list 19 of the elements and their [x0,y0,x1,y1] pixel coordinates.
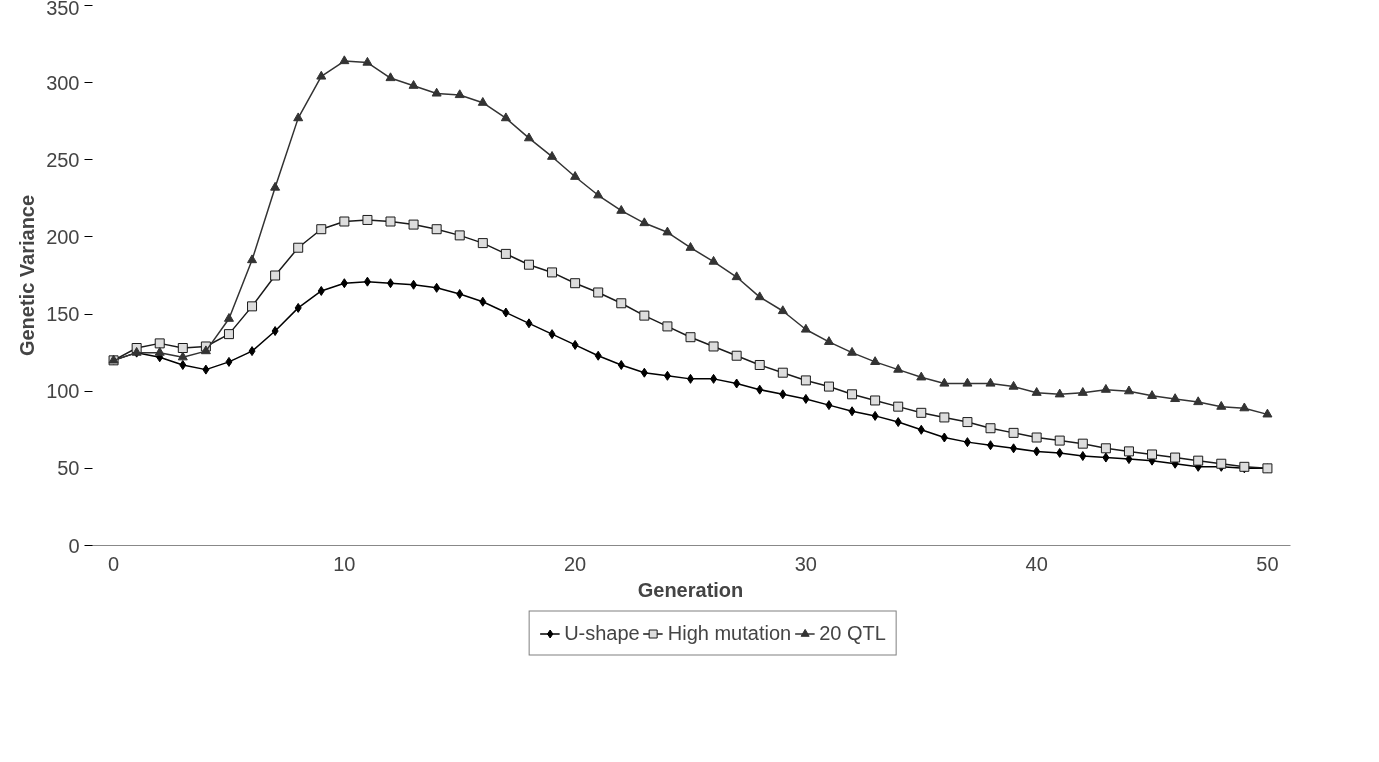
y-tick-label: 0 [68,534,80,557]
x-tick-label: 0 [108,552,120,575]
x-tick-label: 30 [794,552,818,575]
y-tick-label: 300 [46,71,80,94]
legend-label: High mutation [667,621,792,645]
y-tick-label: 50 [57,457,80,480]
x-tick-label: 20 [563,552,587,575]
y-tick-label: 250 [46,148,80,171]
y-tick-label: 150 [46,303,80,326]
x-tick-label: 50 [1256,552,1279,575]
y-tick-label: 350 [46,0,80,19]
x-tick-label: 40 [1025,552,1048,575]
x-tick-label: 10 [333,552,356,575]
y-axis-title: Genetic Variance [16,194,39,357]
legend-label: U-shape [564,621,640,645]
x-axis-title: Generation [637,578,744,601]
y-tick-label: 200 [46,225,80,248]
legend-label: 20 QTL [819,621,886,645]
y-tick-label: 100 [46,380,80,403]
